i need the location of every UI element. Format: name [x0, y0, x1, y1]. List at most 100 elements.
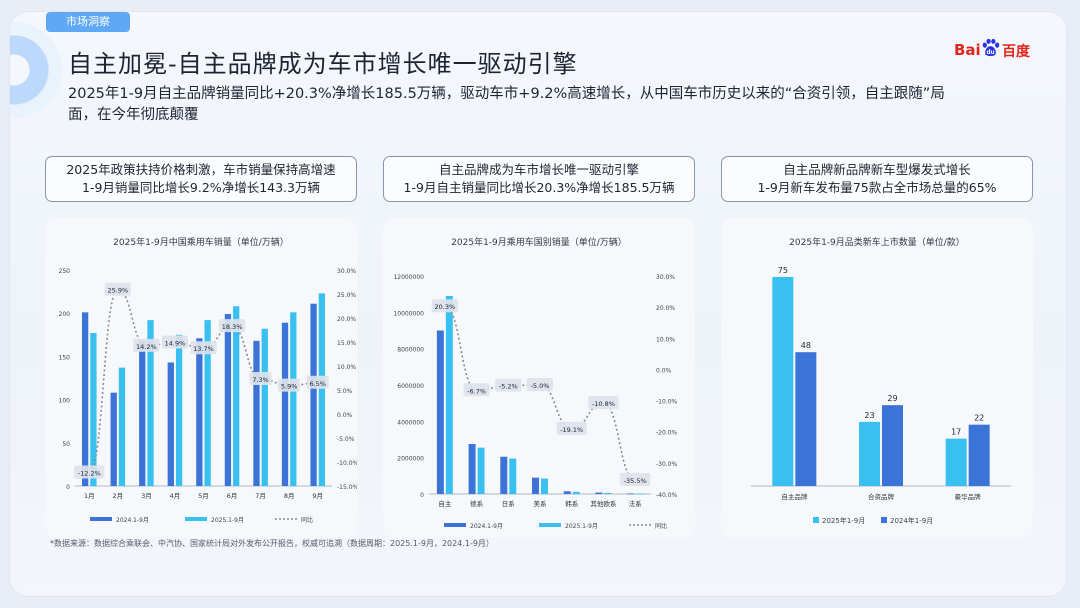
bar: [167, 362, 174, 486]
bar-value-label: 22: [974, 414, 984, 423]
yoy-data-label: 5.9%: [281, 383, 298, 391]
x-tick-label: 5月: [198, 492, 209, 500]
bar: [795, 352, 817, 486]
x-tick-label: 1月: [84, 492, 95, 500]
bar: [90, 333, 97, 486]
origin-sales-chart: 0 2000000 4000000 6000000 8000000 10000000 120…: [393, 274, 678, 530]
bar: [572, 491, 580, 494]
bar: [310, 303, 317, 486]
baidu-logo: Bai du 百度: [954, 38, 1044, 60]
bar: [968, 424, 990, 486]
y-tick-label: 0: [66, 484, 70, 491]
y-tick-label: 200: [59, 311, 71, 318]
monthly-sales-chart: 0 50 100 150 200 250 -15.0% -10.0% -5.0% 0.0% 5.0%…: [59, 268, 359, 524]
x-tick-label: 9月: [312, 492, 323, 500]
yoy-data-label: 14.9%: [165, 339, 186, 347]
y2-tick-label: -5.0%: [337, 436, 355, 443]
footnote: *数据来源：数据综合乘联会、中汽协、国家统计局对外发布公开报告，权威可追溯（数据…: [50, 539, 494, 548]
legend-label: 2025.1-9月: [211, 517, 244, 524]
y2-tick-label: 25.0%: [337, 292, 356, 299]
yoy-data-label: 14.2%: [136, 343, 157, 351]
data-label-bg: [306, 375, 329, 389]
bar: [859, 421, 880, 486]
y-tick-label: 4000000: [397, 419, 424, 426]
y2-tick-label: 10.0%: [656, 336, 675, 343]
legend-label: 2024.1-9月: [470, 523, 503, 530]
legend-swatch: [185, 517, 207, 521]
bar-value-label: 75: [778, 266, 788, 275]
legend-label: 同比: [301, 516, 313, 524]
y2-tick-label: -10.0%: [656, 399, 678, 406]
y2-tick-label: 0.0%: [337, 412, 353, 419]
yoy-data-label: 7.3%: [252, 376, 269, 384]
x-tick-label: 法系: [629, 499, 643, 508]
bar: [468, 444, 476, 494]
chart-title: 2025年1-9月中国乘用车销量（单位/万辆）: [113, 238, 289, 248]
bar: [532, 477, 539, 494]
svg-text:du: du: [986, 50, 994, 56]
y2-tick-label: -15.0%: [337, 484, 357, 491]
y2-tick-label: 0.0%: [656, 367, 672, 374]
page-title: 自主加冕-自主品牌成为车市增长唯一驱动引擎: [68, 50, 578, 78]
y-tick-label: 150: [59, 354, 71, 361]
legend-swatch: [539, 523, 561, 527]
chart-card-new-models: 2025年1-9月品类新车上市数量（单位/款） 75 48 自主品牌 23 29 合资品牌…: [721, 218, 1033, 538]
yoy-data-label: 20.3%: [435, 303, 456, 311]
data-label-bg: [431, 299, 458, 313]
pill-line: 1-9月销量同比增长9.2%净增长143.3万辆: [82, 180, 320, 195]
y-tick-label: 10000000: [393, 310, 424, 317]
y2-tick-label: 20.0%: [656, 305, 675, 312]
legend-swatch: [813, 517, 819, 523]
bar: [595, 492, 603, 494]
yoy-data-label: 6.5%: [309, 380, 326, 388]
y-tick-label: 250: [59, 268, 71, 275]
x-tick-label: 6月: [227, 492, 238, 500]
bar: [318, 293, 326, 486]
yoy-data-label: -6.7%: [467, 387, 486, 395]
bar: [541, 478, 548, 494]
x-tick-label: 豪华品牌: [955, 492, 982, 501]
y-tick-label: 2000000: [397, 456, 424, 463]
legend-swatch: [90, 517, 112, 521]
data-label-bg: [190, 341, 217, 355]
bar: [627, 493, 635, 495]
y2-tick-label: -30.0%: [656, 461, 678, 468]
x-tick-label: 合资品牌: [868, 492, 895, 501]
bar: [118, 367, 126, 486]
bar: [81, 312, 89, 486]
bar: [604, 492, 612, 494]
slide: 市场洞察 自主加冕-自主品牌成为车市增长唯一驱动引擎 Bai du 百度 202…: [10, 12, 1066, 596]
y-tick-label: 50: [62, 441, 70, 448]
y2-tick-label: -10.0%: [337, 460, 357, 467]
x-tick-label: 其他欧系: [590, 499, 617, 508]
yoy-data-label: -35.5%: [624, 477, 647, 485]
y2-tick-label: -20.0%: [656, 430, 678, 437]
y2-tick-label: 5.0%: [337, 388, 353, 395]
x-tick-label: 3月: [141, 492, 152, 500]
bar: [445, 295, 453, 494]
bar: [563, 491, 571, 494]
x-tick-label: 8月: [284, 492, 295, 500]
chart-title: 2025年1-9月品类新车上市数量（单位/款）: [789, 238, 965, 248]
pill-line: 2025年政策扶持价格刺激，车市销量保持高增速: [66, 162, 336, 177]
data-label-bg: [495, 378, 522, 392]
decorative-ring-icon: [10, 22, 62, 118]
paw-icon: du: [982, 38, 1000, 56]
x-tick-label: 自主品牌: [781, 492, 808, 501]
y2-tick-label: 15.0%: [337, 340, 356, 347]
data-label-bg: [218, 319, 246, 333]
legend-label: 2024年1-9月: [890, 516, 933, 525]
bar: [261, 328, 268, 486]
section-badge: 市场洞察: [46, 12, 130, 32]
bar: [882, 405, 903, 486]
takeaway-pill-2: 自主品牌成为车市增长唯一驱动引擎 1-9月自主销量同比增长20.3%净增长185…: [383, 156, 695, 202]
bar-value-label: 29: [887, 394, 897, 403]
x-tick-label: 美系: [534, 499, 548, 508]
bar: [204, 320, 211, 486]
chart-card-monthly-sales: 2025年1-9月中国乘用车销量（单位/万辆） 0 50 100 150 200 250 -…: [45, 218, 359, 538]
x-tick-label: 7月: [255, 492, 266, 500]
bar: [147, 320, 154, 486]
y-tick-label: 12000000: [393, 274, 424, 281]
x-tick-label: 德系: [470, 499, 484, 508]
data-label-bg: [463, 383, 490, 397]
